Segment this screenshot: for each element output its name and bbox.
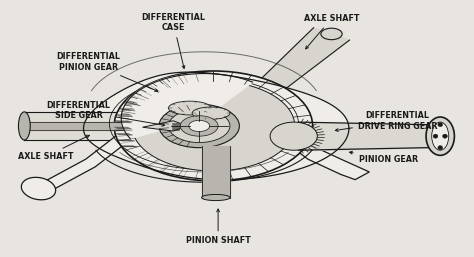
Ellipse shape: [201, 195, 230, 200]
Text: PINION GEAR: PINION GEAR: [349, 151, 418, 164]
Ellipse shape: [168, 109, 230, 143]
Ellipse shape: [321, 28, 342, 40]
Polygon shape: [143, 121, 180, 131]
Ellipse shape: [21, 177, 55, 200]
Ellipse shape: [192, 107, 230, 119]
Ellipse shape: [180, 116, 218, 136]
Text: DIFFERENTIAL
SIDE GEAR: DIFFERENTIAL SIDE GEAR: [46, 101, 164, 126]
Ellipse shape: [270, 122, 318, 150]
Ellipse shape: [438, 146, 443, 150]
Text: AXLE SHAFT: AXLE SHAFT: [18, 135, 90, 161]
Text: DIFFERENTIAL
CASE: DIFFERENTIAL CASE: [141, 13, 205, 69]
Text: AXLE SHAFT: AXLE SHAFT: [304, 14, 359, 49]
Ellipse shape: [443, 134, 447, 138]
Ellipse shape: [433, 134, 438, 138]
Ellipse shape: [426, 117, 455, 155]
Polygon shape: [38, 128, 128, 192]
Text: DIFFERENTIAL
PINION GEAR: DIFFERENTIAL PINION GEAR: [56, 52, 158, 91]
Ellipse shape: [168, 101, 211, 115]
Polygon shape: [121, 74, 253, 139]
Polygon shape: [251, 28, 349, 97]
Text: PINION SHAFT: PINION SHAFT: [186, 209, 250, 245]
Ellipse shape: [18, 112, 30, 140]
Ellipse shape: [132, 81, 295, 171]
Text: DIFFERENTIAL
DRIVE RING GEAR: DIFFERENTIAL DRIVE RING GEAR: [335, 111, 438, 131]
Ellipse shape: [438, 123, 443, 127]
Ellipse shape: [432, 122, 449, 150]
Ellipse shape: [189, 120, 210, 132]
Ellipse shape: [159, 104, 239, 148]
Polygon shape: [284, 128, 369, 180]
Polygon shape: [83, 72, 349, 180]
Ellipse shape: [114, 71, 313, 181]
